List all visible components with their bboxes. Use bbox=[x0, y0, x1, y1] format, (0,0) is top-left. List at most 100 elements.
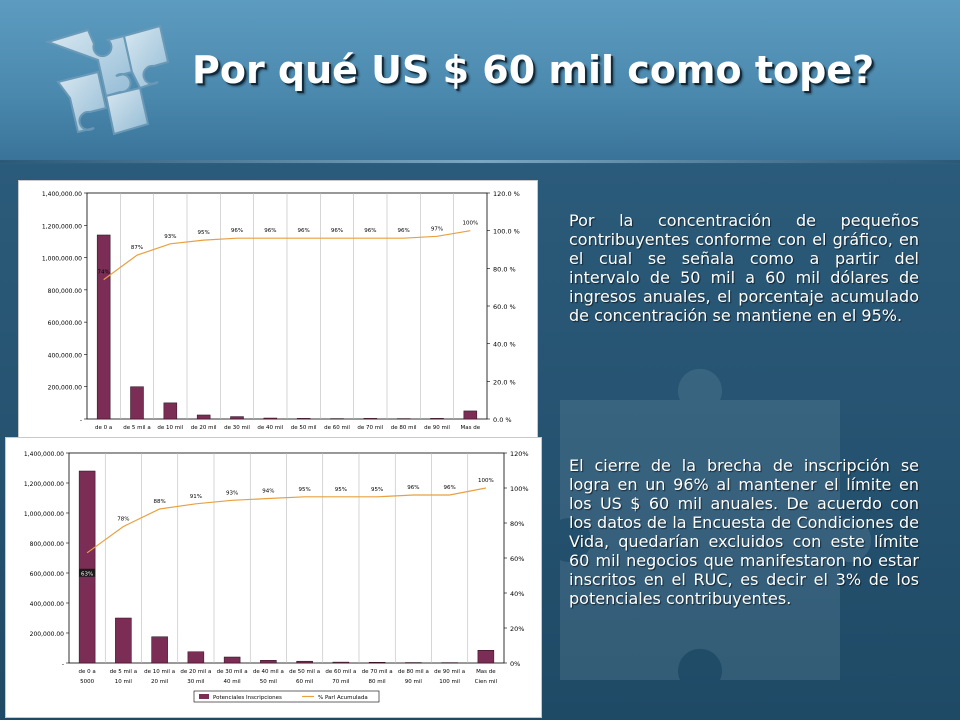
legend-label: Potenciales Inscripciones bbox=[213, 695, 282, 701]
header-divider bbox=[0, 160, 960, 163]
data-label-box bbox=[79, 568, 96, 577]
bar bbox=[263, 417, 278, 420]
data-label: 63% bbox=[81, 571, 93, 577]
x-tick-label: de 5 mil a bbox=[110, 669, 137, 675]
data-label: 95% bbox=[299, 487, 311, 493]
y-tick-label: 1,200,000.00 bbox=[24, 481, 64, 488]
legend-box bbox=[193, 690, 380, 703]
y2-tick-label: 100.0 % bbox=[493, 228, 520, 236]
x-tick-label: de 40 mil a bbox=[253, 669, 284, 675]
x-tick-label-line2: 50 mil bbox=[260, 679, 278, 685]
y2-tick-label: 80% bbox=[510, 520, 524, 528]
x-tick-label: de 80 mil a bbox=[398, 669, 429, 675]
bar bbox=[463, 410, 478, 420]
x-tick-label-line2: 80 mil bbox=[369, 679, 387, 685]
bar bbox=[187, 651, 205, 664]
paragraph-concentration: Por la concentración de pequeños contrib… bbox=[569, 211, 919, 325]
bar bbox=[223, 656, 241, 664]
y2-tick-label: 20% bbox=[510, 625, 524, 633]
x-tick-label-line2: 100 mil bbox=[439, 679, 460, 685]
y-tick-label: 1,400,000.00 bbox=[42, 191, 82, 198]
bar bbox=[368, 662, 386, 664]
data-label: 87% bbox=[131, 245, 143, 251]
paragraph-gap-closure: El cierre de la brecha de inscripción se… bbox=[569, 456, 919, 608]
x-tick-label: de 20 mil a bbox=[180, 669, 211, 675]
y2-tick-label: 0.0 % bbox=[493, 416, 512, 424]
background-puzzle-watermark bbox=[560, 368, 872, 680]
x-tick-label: de 0 a bbox=[79, 669, 96, 675]
x-tick-label-line2: 10 mil bbox=[115, 679, 133, 685]
bar bbox=[230, 416, 244, 420]
x-tick-label: de 50 mil a bbox=[289, 669, 320, 675]
x-tick-label: de 20 mil bbox=[191, 425, 217, 431]
x-tick-label: de 30 mil a bbox=[217, 669, 248, 675]
y-tick-label: 800,000.00 bbox=[30, 541, 65, 548]
bar bbox=[260, 660, 277, 664]
data-label: 93% bbox=[226, 490, 238, 496]
bar bbox=[115, 617, 132, 664]
x-tick-label-line2: 60 mil bbox=[296, 679, 314, 685]
bar bbox=[296, 660, 313, 664]
x-tick-label: de 80 mil bbox=[391, 425, 417, 431]
bar bbox=[151, 636, 168, 664]
y2-tick-label: 120.0 % bbox=[493, 190, 520, 198]
data-label: 95% bbox=[198, 230, 210, 236]
legend-label: % Parl Acumulada bbox=[318, 695, 368, 701]
y-tick-label: 600,000.00 bbox=[48, 320, 83, 327]
y2-tick-label: 120% bbox=[510, 450, 529, 458]
bar bbox=[477, 650, 495, 664]
bar bbox=[78, 470, 96, 664]
data-label: 96% bbox=[298, 228, 310, 234]
x-tick-label-line2: 20 mil bbox=[151, 679, 169, 685]
y-tick-label: 400,000.00 bbox=[30, 601, 65, 608]
data-label: 91% bbox=[190, 494, 202, 500]
x-tick-label: de 10 mil a bbox=[144, 669, 175, 675]
data-label: 78% bbox=[117, 517, 129, 523]
y2-tick-label: 40% bbox=[510, 590, 524, 598]
data-label: 100% bbox=[478, 478, 494, 484]
data-label: 96% bbox=[231, 228, 243, 234]
x-tick-label-line2: 30 mil bbox=[187, 679, 205, 685]
bar bbox=[130, 386, 144, 420]
y-tick-label: 600,000.00 bbox=[30, 571, 65, 578]
x-tick-label-line2: 90 mil bbox=[405, 679, 423, 685]
x-tick-label: de 5 mil a bbox=[123, 425, 150, 431]
x-tick-label: de 30 mil bbox=[224, 425, 250, 431]
data-label: 96% bbox=[444, 485, 456, 491]
data-label: 95% bbox=[335, 487, 347, 493]
y2-tick-label: 0% bbox=[510, 660, 520, 668]
x-tick-label: Mas de bbox=[461, 425, 481, 431]
data-label: 96% bbox=[407, 485, 419, 491]
legend-swatch-bar bbox=[199, 694, 209, 699]
x-tick-label: Mas de bbox=[476, 669, 496, 675]
x-tick-label: de 40 mil bbox=[257, 425, 283, 431]
slide-title: Por qué US $ 60 mil como tope? bbox=[192, 48, 875, 92]
data-label: 100% bbox=[462, 221, 478, 227]
y-tick-label: 1,400,000.00 bbox=[24, 451, 64, 458]
bar bbox=[296, 418, 311, 420]
data-label: 96% bbox=[331, 228, 343, 234]
y-tick-label: 1,200,000.00 bbox=[42, 223, 82, 230]
data-label: 96% bbox=[398, 228, 410, 234]
y-tick-label: 200,000.00 bbox=[30, 631, 65, 638]
x-tick-label-line2: 5000 bbox=[80, 679, 94, 685]
x-tick-label-line2: 40 mil bbox=[224, 679, 242, 685]
bar bbox=[332, 661, 350, 664]
y2-tick-label: 60% bbox=[510, 555, 524, 563]
y-tick-label: - bbox=[80, 417, 82, 424]
data-label: 74% bbox=[98, 270, 110, 276]
x-tick-label: de 50 mil bbox=[291, 425, 317, 431]
x-tick-label: de 70 mil a bbox=[362, 669, 393, 675]
y2-tick-label: 80.0 % bbox=[493, 265, 516, 273]
data-label: 96% bbox=[364, 228, 376, 234]
x-tick-label-line2: Cien mil bbox=[475, 679, 498, 685]
bar bbox=[163, 402, 178, 420]
cumulative-chart-bottom: 1,400,000.00 1,200,000.00 1,000,000.00 800,… bbox=[24, 450, 529, 703]
bar bbox=[430, 418, 444, 420]
data-label: 96% bbox=[264, 228, 276, 234]
y-tick-label: 400,000.00 bbox=[48, 352, 83, 359]
y-tick-label: 200,000.00 bbox=[48, 385, 83, 392]
y2-tick-label: 100% bbox=[510, 485, 529, 493]
data-label: 97% bbox=[431, 226, 443, 232]
data-label: 88% bbox=[154, 499, 166, 505]
